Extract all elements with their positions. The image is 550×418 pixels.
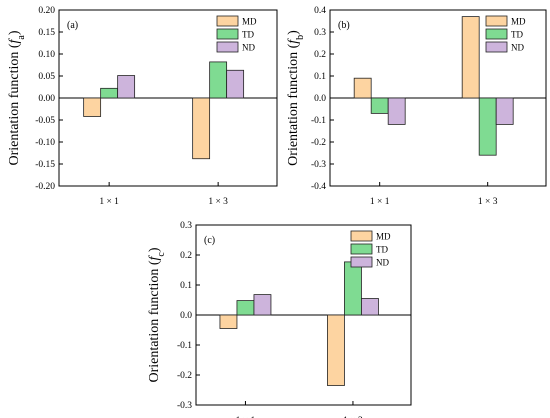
panel-label: (b) [338,20,350,31]
y-tick-label: -0.3 [311,160,326,170]
bar-md [461,16,480,99]
legend-swatch-nd [485,41,508,53]
y-axis-label: Orientation function (fa) [7,30,27,165]
bar-md [192,97,211,160]
legend-label: MD [376,232,391,242]
x-tick-label: 1 × 3 [478,197,498,207]
y-tick-label: 0.0 [314,94,326,104]
legend-label: MD [511,17,526,27]
legend-swatch-nd [350,256,373,268]
legend-label: MD [242,17,257,27]
bar-td [236,300,255,316]
bar-td [370,97,389,114]
y-tick-label: 0.0 [180,311,192,321]
legend-label: ND [376,258,389,268]
bar-nd [117,75,136,99]
x-tick-label: 1 × 3 [343,416,363,418]
chart-panel: -0.4 -0.3 -0.2 -0.1 0.0 0.1 0.2 0.3 0.4 1 × 1 1 × … [286,6,547,207]
legend-swatch-md [485,15,508,27]
bar-td [209,61,228,99]
bar-nd [387,97,406,125]
y-tick-label: -0.20 [35,182,55,192]
legend-swatch-td [485,28,508,40]
legend-swatch-td [350,243,373,255]
y-tick-label: 0.1 [314,72,326,82]
legend-label: ND [511,43,524,53]
y-tick-label: -0.2 [177,371,192,381]
y-tick-label: 0.3 [180,221,192,231]
bar-nd [361,298,379,316]
bar-td [344,261,362,316]
y-tick-label: -0.05 [35,116,55,126]
y-tick-label: 0.1 [180,281,192,291]
x-tick-label: 1 × 1 [99,197,119,207]
legend-label: TD [376,245,388,255]
chart-panel: -0.3 -0.2 -0.1 0.0 0.1 0.2 0.3 1 × 1 1 × 3 (c) MD T… [147,221,412,418]
y-tick-label: 0.2 [180,251,192,261]
bar-md [327,314,345,386]
legend-swatch-md [350,230,373,242]
bar-nd [495,97,514,125]
chart-panel: -0.20 -0.15 -0.10 -0.05 0.00 0.05 0.10 0.15 0.20… [7,6,278,207]
y-tick-label: 0.3 [314,28,326,38]
y-tick-label: 0.00 [38,94,55,104]
bar-td [478,97,497,156]
y-tick-label: -0.1 [311,116,326,126]
legend-label: TD [242,30,254,40]
y-axis-label: Orientation function (fc) [147,247,167,382]
legend-swatch-td [216,28,239,40]
bar-md [353,77,372,99]
bar-nd [253,294,272,316]
x-tick-label: 1 × 3 [208,197,228,207]
legend-label: TD [511,30,523,40]
y-tick-label: -0.10 [35,138,55,148]
bar-nd [226,69,245,99]
y-tick-label: 0.20 [38,6,55,16]
y-tick-label: -0.1 [177,341,192,351]
legend-swatch-md [216,15,239,27]
y-tick-label: -0.3 [177,401,192,411]
y-tick-label: 0.05 [38,72,55,82]
y-tick-label: 0.4 [314,6,326,16]
y-tick-label: 0.10 [38,50,55,60]
y-tick-label: 0.2 [314,50,326,60]
y-axis-label: Orientation function (fb) [286,30,306,166]
y-tick-label: -0.2 [311,138,326,148]
panel-label: (c) [204,235,215,246]
panel-label: (a) [67,20,78,31]
bar-td [100,87,119,99]
y-tick-label: -0.4 [311,182,326,192]
x-tick-label: 1 × 1 [236,416,256,418]
bar-md [219,314,238,329]
y-tick-label: 0.15 [38,28,55,38]
bar-md [83,97,102,117]
legend-label: ND [242,43,255,53]
legend-swatch-nd [216,41,239,53]
y-tick-label: -0.15 [35,160,55,170]
x-tick-label: 1 × 1 [370,197,390,207]
